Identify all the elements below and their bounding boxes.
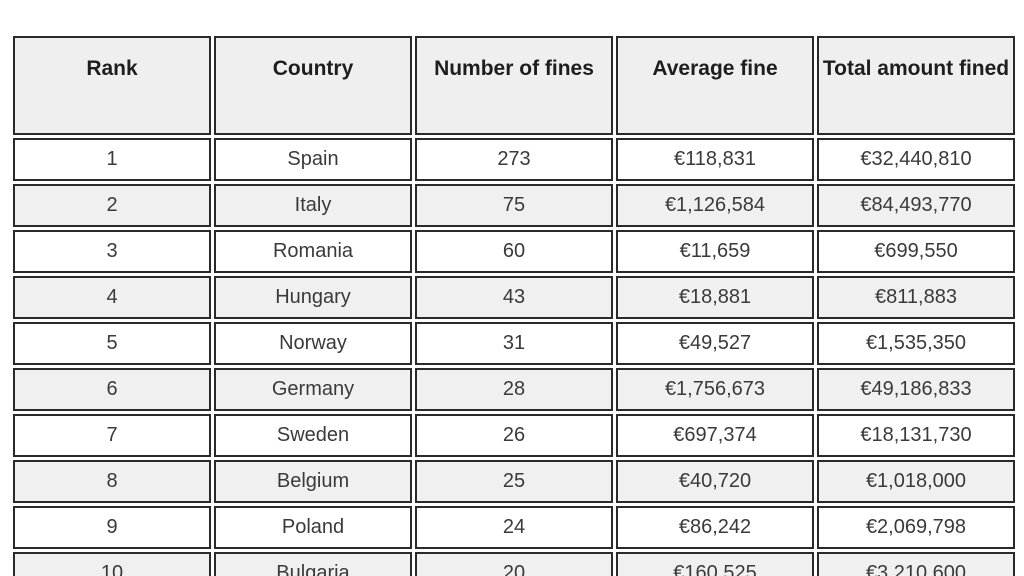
total-fined-cell: €49,186,833: [817, 368, 1015, 411]
header-country: Country: [214, 36, 412, 135]
total-fined-cell: €1,018,000: [817, 460, 1015, 503]
average-fine-cell: €697,374: [616, 414, 814, 457]
total-fined-cell: €18,131,730: [817, 414, 1015, 457]
fines-count-cell: 75: [415, 184, 613, 227]
fines-count-cell: 60: [415, 230, 613, 273]
table-row: 5 Norway 31 €49,527 €1,535,350: [13, 322, 1015, 365]
table-row: 4 Hungary 43 €18,881 €811,883: [13, 276, 1015, 319]
country-cell: Romania: [214, 230, 412, 273]
total-fined-cell: €1,535,350: [817, 322, 1015, 365]
rank-cell: 6: [13, 368, 211, 411]
rank-cell: 2: [13, 184, 211, 227]
average-fine-cell: €1,756,673: [616, 368, 814, 411]
fines-count-cell: 25: [415, 460, 613, 503]
country-cell: Poland: [214, 506, 412, 549]
total-fined-cell: €84,493,770: [817, 184, 1015, 227]
rank-cell: 3: [13, 230, 211, 273]
average-fine-cell: €49,527: [616, 322, 814, 365]
table-row: 3 Romania 60 €11,659 €699,550: [13, 230, 1015, 273]
fines-count-cell: 28: [415, 368, 613, 411]
average-fine-cell: €118,831: [616, 138, 814, 181]
fines-count-cell: 26: [415, 414, 613, 457]
table-row: 6 Germany 28 €1,756,673 €49,186,833: [13, 368, 1015, 411]
table-row: 7 Sweden 26 €697,374 €18,131,730: [13, 414, 1015, 457]
fines-count-cell: 273: [415, 138, 613, 181]
average-fine-cell: €160,525: [616, 552, 814, 576]
rank-cell: 4: [13, 276, 211, 319]
total-fined-cell: €699,550: [817, 230, 1015, 273]
rank-cell: 7: [13, 414, 211, 457]
average-fine-cell: €86,242: [616, 506, 814, 549]
average-fine-cell: €40,720: [616, 460, 814, 503]
header-number-of-fines: Number of fines: [415, 36, 613, 135]
average-fine-cell: €18,881: [616, 276, 814, 319]
fines-count-cell: 43: [415, 276, 613, 319]
rank-cell: 8: [13, 460, 211, 503]
total-fined-cell: €811,883: [817, 276, 1015, 319]
average-fine-cell: €1,126,584: [616, 184, 814, 227]
header-rank: Rank: [13, 36, 211, 135]
fines-count-cell: 24: [415, 506, 613, 549]
country-cell: Bulgaria: [214, 552, 412, 576]
header-total-amount-fined: Total amount fined: [817, 36, 1015, 135]
country-cell: Hungary: [214, 276, 412, 319]
total-fined-cell: €2,069,798: [817, 506, 1015, 549]
table-row: 2 Italy 75 €1,126,584 €84,493,770: [13, 184, 1015, 227]
rank-cell: 1: [13, 138, 211, 181]
gdpr-fines-table: Rank Country Number of fines Average fin…: [10, 33, 1018, 576]
country-cell: Belgium: [214, 460, 412, 503]
table-row: 9 Poland 24 €86,242 €2,069,798: [13, 506, 1015, 549]
country-cell: Spain: [214, 138, 412, 181]
table-row: 8 Belgium 25 €40,720 €1,018,000: [13, 460, 1015, 503]
table-row: 10 Bulgaria 20 €160,525 €3,210,600: [13, 552, 1015, 576]
rank-cell: 5: [13, 322, 211, 365]
fines-count-cell: 31: [415, 322, 613, 365]
rank-cell: 10: [13, 552, 211, 576]
rank-cell: 9: [13, 506, 211, 549]
country-cell: Germany: [214, 368, 412, 411]
country-cell: Norway: [214, 322, 412, 365]
total-fined-cell: €3,210,600: [817, 552, 1015, 576]
table-row: 1 Spain 273 €118,831 €32,440,810: [13, 138, 1015, 181]
header-row: Rank Country Number of fines Average fin…: [13, 36, 1015, 135]
country-cell: Italy: [214, 184, 412, 227]
fines-count-cell: 20: [415, 552, 613, 576]
total-fined-cell: €32,440,810: [817, 138, 1015, 181]
country-cell: Sweden: [214, 414, 412, 457]
header-average-fine: Average fine: [616, 36, 814, 135]
average-fine-cell: €11,659: [616, 230, 814, 273]
